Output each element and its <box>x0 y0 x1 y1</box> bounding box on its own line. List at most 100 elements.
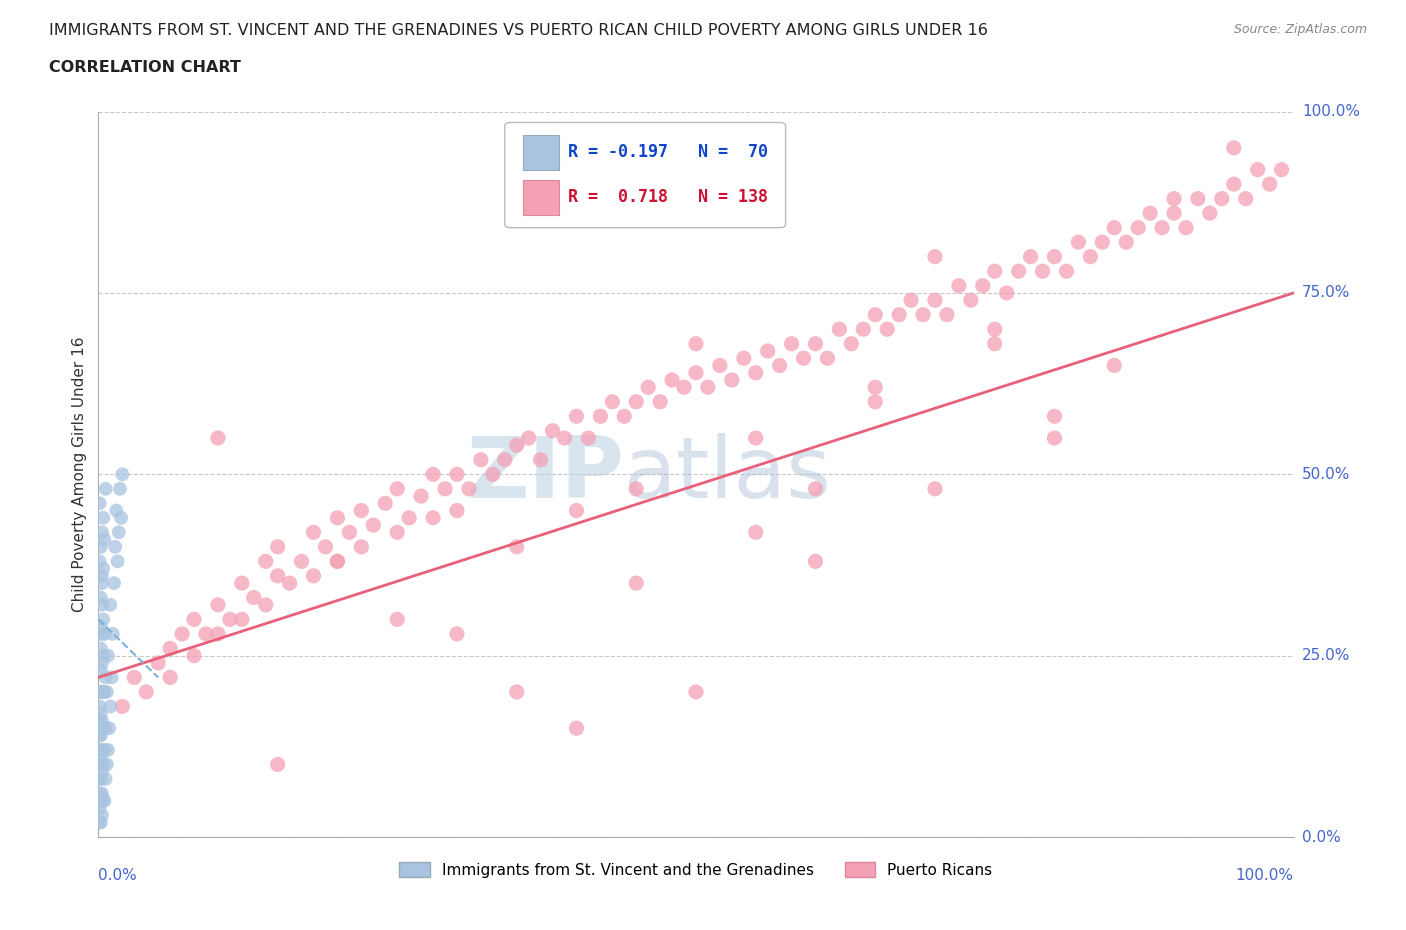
Point <box>91 525 114 539</box>
Point <box>626 394 648 409</box>
Text: 100.0%: 100.0% <box>1236 868 1294 883</box>
Point <box>565 409 588 424</box>
Point <box>1187 192 1209 206</box>
Point <box>793 351 815 365</box>
Point <box>105 503 128 518</box>
Point <box>1104 220 1126 235</box>
Point <box>924 249 946 264</box>
Point <box>446 503 468 518</box>
Point <box>101 627 124 642</box>
Point <box>1223 140 1246 155</box>
Point <box>110 511 132 525</box>
Point <box>972 278 994 293</box>
Point <box>733 351 755 365</box>
Point <box>470 452 492 467</box>
Point <box>278 576 301 591</box>
Point <box>422 467 444 482</box>
Point <box>626 576 648 591</box>
Point <box>685 365 707 380</box>
Point <box>685 337 707 352</box>
Point <box>1258 177 1281 192</box>
Point <box>541 423 564 438</box>
Point <box>93 684 115 699</box>
Text: 75.0%: 75.0% <box>1302 286 1350 300</box>
Point <box>506 539 529 554</box>
Text: 0.0%: 0.0% <box>98 868 138 883</box>
Point <box>89 713 111 728</box>
Point <box>350 539 373 554</box>
Point <box>124 670 146 684</box>
Point <box>865 379 887 394</box>
Point <box>243 591 266 605</box>
Point <box>984 337 1007 352</box>
Point <box>1019 249 1042 264</box>
Point <box>96 757 118 772</box>
Point <box>721 373 744 388</box>
Point <box>458 482 481 497</box>
Point <box>385 612 409 627</box>
Text: CORRELATION CHART: CORRELATION CHART <box>49 60 240 75</box>
Point <box>697 379 720 394</box>
Point <box>254 554 277 569</box>
Point <box>1247 162 1270 177</box>
Point <box>183 648 205 663</box>
Point <box>91 684 114 699</box>
Point <box>159 670 181 684</box>
Point <box>98 721 121 736</box>
Point <box>1175 220 1198 235</box>
Point <box>565 721 588 736</box>
Point <box>363 518 385 533</box>
Point <box>709 358 731 373</box>
Point <box>91 648 114 663</box>
Point <box>745 431 768 445</box>
Point <box>135 684 157 699</box>
Point <box>90 772 112 787</box>
Point <box>91 627 114 642</box>
Point <box>90 815 112 830</box>
Point <box>865 307 887 322</box>
Point <box>89 742 111 757</box>
Point <box>1271 162 1294 177</box>
Point <box>637 379 659 394</box>
Point <box>936 307 959 322</box>
Point <box>1091 234 1114 249</box>
Point <box>111 467 134 482</box>
Point <box>100 670 122 684</box>
Point <box>98 597 122 612</box>
Point <box>648 394 672 409</box>
Point <box>995 286 1018 300</box>
Point <box>1032 264 1054 279</box>
Point <box>326 554 349 569</box>
Point <box>889 307 911 322</box>
Point <box>900 293 922 308</box>
Point <box>183 612 205 627</box>
Point <box>745 525 768 539</box>
Point <box>517 431 540 445</box>
Point <box>89 728 111 743</box>
Point <box>602 394 624 409</box>
Point <box>91 597 114 612</box>
Point <box>1223 177 1246 192</box>
Point <box>91 786 114 801</box>
Point <box>90 728 112 743</box>
Text: IMMIGRANTS FROM ST. VINCENT AND THE GRENADINES VS PUERTO RICAN CHILD POVERTY AMO: IMMIGRANTS FROM ST. VINCENT AND THE GREN… <box>49 23 988 38</box>
Point <box>172 627 194 642</box>
Point <box>89 684 111 699</box>
Point <box>565 503 588 518</box>
Point <box>828 322 851 337</box>
Text: 0.0%: 0.0% <box>1302 830 1340 844</box>
Point <box>90 706 112 721</box>
Point <box>1163 192 1185 206</box>
Text: atlas: atlas <box>624 432 832 516</box>
Point <box>1211 192 1233 206</box>
Point <box>91 568 114 583</box>
Point <box>446 627 468 642</box>
Point <box>90 619 112 634</box>
Point <box>481 467 505 482</box>
Point <box>231 612 253 627</box>
Point <box>398 511 420 525</box>
Point <box>89 496 111 511</box>
Point <box>267 568 290 583</box>
Point <box>97 648 120 663</box>
Point <box>1139 206 1161 220</box>
